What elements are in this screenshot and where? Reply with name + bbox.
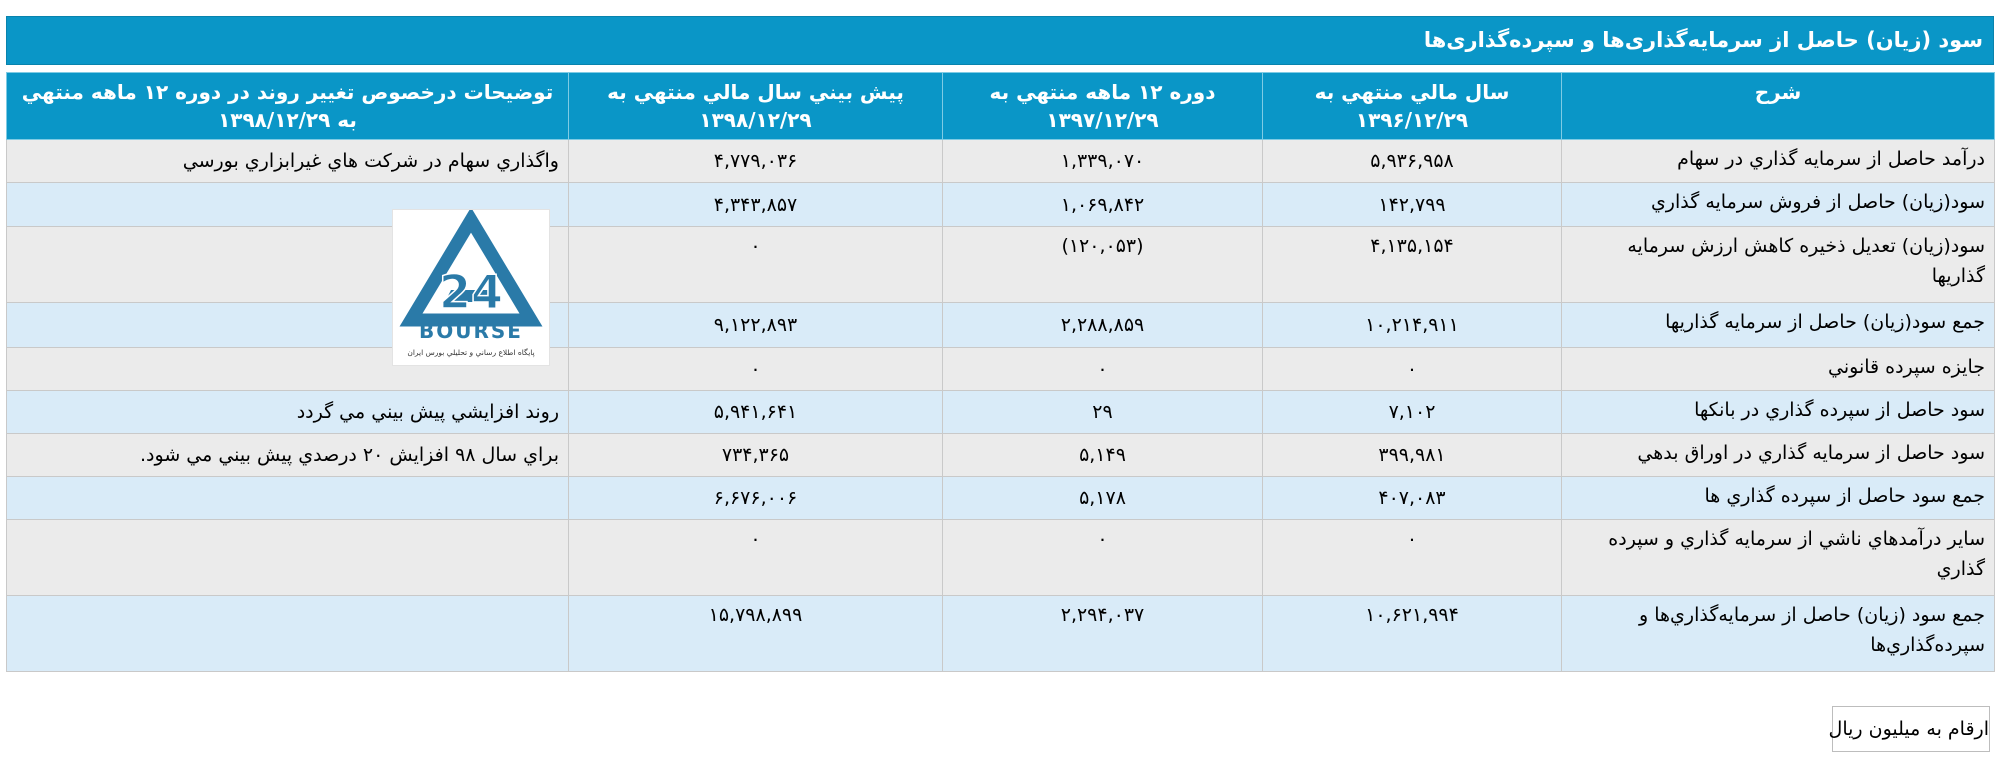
panel-title: سود (زیان) حاصل از سرمایه‌گذاری‌ها و سپر… <box>6 16 1994 65</box>
row-label: جمع سود (زيان) حاصل از سرمايه‌گذاري‌ها و… <box>1561 595 1995 672</box>
table-row: ساير درآمدهاي ناشي از سرمايه گذاري و سپر… <box>6 519 1995 596</box>
value-fy1396: ۵,۹۳۶,۹۵۸ <box>1262 139 1562 183</box>
logo-triangle-shape <box>399 210 543 327</box>
value-fy1396: ۱۰,۲۱۴,۹۱۱ <box>1262 302 1562 348</box>
value-forecast1398: ۴,۷۷۹,۰۳۶ <box>568 139 943 183</box>
value-forecast1398: ۷۳۴,۳۶۵ <box>568 433 943 477</box>
value-forecast1398: ۱۵,۷۹۸,۸۹۹ <box>568 595 943 672</box>
row-label: جايزه سپرده قانوني <box>1561 347 1995 391</box>
logo-tagline: پايگاه اطلاع رساني و تحليلي بورس ايران <box>407 348 534 357</box>
table-row: سود حاصل از سرمايه گذاري در اوراق بدهي ۳… <box>6 433 1995 477</box>
value-fy1396: ۴,۱۳۵,۱۵۴ <box>1262 226 1562 303</box>
investment-income-table: شرح سال مالي منتهي به ۱۳۹۶/۱۲/۲۹ دوره ۱۲… <box>6 72 1995 672</box>
row-label: سود(زيان) حاصل از فروش سرمايه گذاري <box>1561 182 1995 227</box>
value-forecast1398: ۰ <box>568 226 943 303</box>
row-label: سود حاصل از سرمايه گذاري در اوراق بدهي <box>1561 433 1995 477</box>
value-12m1397: ۵,۱۴۹ <box>942 433 1263 477</box>
value-forecast1398: ۴,۳۴۳,۸۵۷ <box>568 182 943 227</box>
column-header-description: شرح <box>1561 72 1995 140</box>
value-forecast1398: ۶,۶۷۶,۰۰۶ <box>568 476 943 520</box>
row-label: سود حاصل از سپرده گذاري در بانکها <box>1561 390 1995 434</box>
value-fy1396: ۱۴۲,۷۹۹ <box>1262 182 1562 227</box>
row-label: سود(زيان) تعديل ذخيره کاهش ارزش سرمايه گ… <box>1561 226 1995 303</box>
note-cell <box>6 595 569 672</box>
note-cell: براي سال ۹۸ افزايش ۲۰ درصدي پيش بيني مي … <box>6 433 569 477</box>
value-forecast1398: ۵,۹۴۱,۶۴۱ <box>568 390 943 434</box>
row-label: جمع سود حاصل از سپرده گذاري ها <box>1561 476 1995 520</box>
value-fy1396: ۴۰۷,۰۸۳ <box>1262 476 1562 520</box>
table-row: جمع سود حاصل از سپرده گذاري ها ۴۰۷,۰۸۳ ۵… <box>6 476 1995 520</box>
row-label: جمع سود(زيان) حاصل از سرمايه گذاريها <box>1561 302 1995 348</box>
column-header-forecast1398: پيش بيني سال مالي منتهي به ۱۳۹۸/۱۲/۲۹ <box>568 72 943 140</box>
value-fy1396: ۱۰,۶۲۱,۹۹۴ <box>1262 595 1562 672</box>
table-row: سود(زيان) حاصل از فروش سرمايه گذاري ۱۴۲,… <box>6 182 1995 227</box>
note-cell <box>6 519 569 596</box>
value-fy1396: ۰ <box>1262 519 1562 596</box>
row-label: درآمد حاصل از سرمايه گذاري در سهام <box>1561 139 1995 183</box>
table-row: سود حاصل از سپرده گذاري در بانکها ۷,۱۰۲ … <box>6 390 1995 434</box>
table-header-row: شرح سال مالي منتهي به ۱۳۹۶/۱۲/۲۹ دوره ۱۲… <box>6 72 1995 140</box>
value-12m1397: ۲۹ <box>942 390 1263 434</box>
value-fy1396: ۷,۱۰۲ <box>1262 390 1562 434</box>
value-12m1397-negative: (۱۲۰,۰۵۳) <box>942 226 1263 303</box>
value-forecast1398: ۰ <box>568 347 943 391</box>
value-12m1397: ۰ <box>942 347 1263 391</box>
value-12m1397: ۱,۰۶۹,۸۴۲ <box>942 182 1263 227</box>
note-cell <box>6 182 569 227</box>
value-fy1396: ۳۹۹,۹۸۱ <box>1262 433 1562 477</box>
value-12m1397: ۱,۳۳۹,۰۷۰ <box>942 139 1263 183</box>
table-row: درآمد حاصل از سرمايه گذاري در سهام ۵,۹۳۶… <box>6 139 1995 183</box>
table-row: جايزه سپرده قانوني ۰ ۰ ۰ <box>6 347 1995 391</box>
value-12m1397: ۲,۲۹۴,۰۳۷ <box>942 595 1263 672</box>
value-12m1397: ۰ <box>942 519 1263 596</box>
unit-note: ارقام به ميليون ريال <box>1829 706 1990 752</box>
note-cell: واگذاري سهام در شرکت هاي غيرابزاري بورسي <box>6 139 569 183</box>
logo-brand-text: BOURSE <box>419 319 523 343</box>
value-12m1397: ۵,۱۷۸ <box>942 476 1263 520</box>
table-row-total: جمع سود (زيان) حاصل از سرمايه‌گذاري‌ها و… <box>6 595 1995 672</box>
note-cell: روند افزايشي پيش بيني مي گردد <box>6 390 569 434</box>
bourse24-logo: 24 BOURSE پايگاه اطلاع رساني و تحليلي بو… <box>392 209 550 366</box>
column-header-12m1397: دوره ۱۲ ماهه منتهي به ۱۳۹۷/۱۲/۲۹ <box>942 72 1263 140</box>
column-header-notes: توضيحات درخصوص تغيير روند در دوره ۱۲ ماه… <box>6 72 569 140</box>
value-forecast1398: ۰ <box>568 519 943 596</box>
value-12m1397: ۲,۲۸۸,۸۵۹ <box>942 302 1263 348</box>
column-header-fy1396: سال مالي منتهي به ۱۳۹۶/۱۲/۲۹ <box>1262 72 1562 140</box>
value-fy1396: ۰ <box>1262 347 1562 391</box>
report-panel: سود (زیان) حاصل از سرمایه‌گذاری‌ها و سپر… <box>6 16 1995 672</box>
table-row: جمع سود(زيان) حاصل از سرمايه گذاريها ۱۰,… <box>6 302 1995 348</box>
note-cell <box>6 476 569 520</box>
logo-number: 24 <box>439 265 503 319</box>
table-row: سود(زيان) تعديل ذخيره کاهش ارزش سرمايه گ… <box>6 226 1995 303</box>
value-forecast1398: ۹,۱۲۲,۸۹۳ <box>568 302 943 348</box>
row-label: ساير درآمدهاي ناشي از سرمايه گذاري و سپر… <box>1561 519 1995 596</box>
